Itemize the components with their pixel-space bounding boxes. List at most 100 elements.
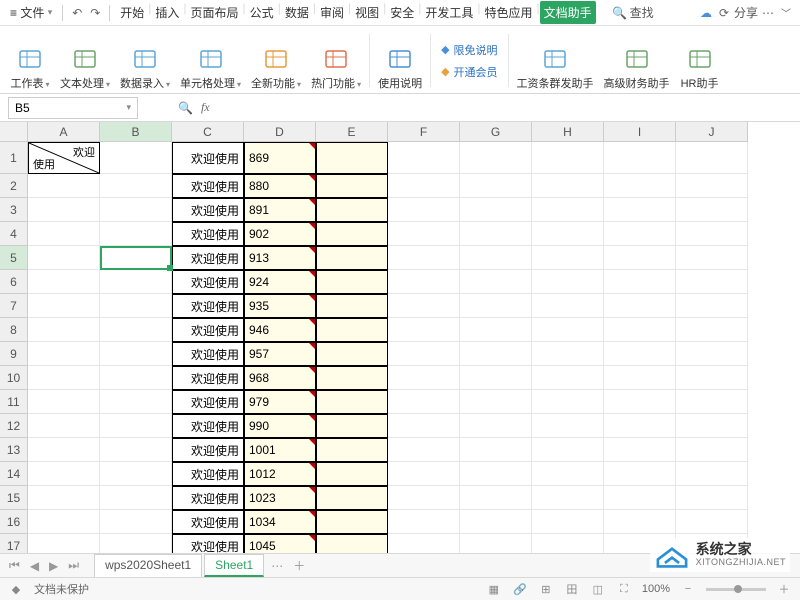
cell[interactable] [388, 270, 460, 294]
cell[interactable] [316, 438, 388, 462]
cell[interactable] [676, 462, 748, 486]
cell[interactable] [604, 318, 676, 342]
cell[interactable] [532, 486, 604, 510]
cell[interactable]: 935 [244, 294, 316, 318]
cell[interactable] [460, 366, 532, 390]
row-header-3[interactable]: 3 [0, 198, 28, 222]
menu-tab-2[interactable]: 页面布局 [187, 1, 243, 24]
col-header-F[interactable]: F [388, 122, 460, 142]
cell[interactable] [604, 462, 676, 486]
cell[interactable] [532, 438, 604, 462]
cell[interactable] [604, 438, 676, 462]
cell[interactable] [28, 390, 100, 414]
cell[interactable] [460, 486, 532, 510]
cell[interactable] [604, 414, 676, 438]
cell[interactable]: 957 [244, 342, 316, 366]
cell[interactable] [532, 294, 604, 318]
cell[interactable] [388, 246, 460, 270]
menu-tab-3[interactable]: 公式 [246, 1, 278, 24]
cell[interactable] [100, 294, 172, 318]
col-header-B[interactable]: B [100, 122, 172, 142]
col-header-A[interactable]: A [28, 122, 100, 142]
cell[interactable] [460, 174, 532, 198]
cell[interactable] [316, 174, 388, 198]
cell[interactable] [676, 390, 748, 414]
cell[interactable] [316, 246, 388, 270]
cell[interactable] [316, 462, 388, 486]
cell[interactable] [604, 486, 676, 510]
cell[interactable] [604, 198, 676, 222]
cell[interactable]: 欢迎使用 [172, 270, 244, 294]
cell[interactable] [100, 438, 172, 462]
more-icon[interactable]: ⋯ [760, 5, 776, 21]
cell[interactable] [604, 270, 676, 294]
menu-tab-5[interactable]: 审阅 [316, 1, 348, 24]
cell[interactable] [604, 142, 676, 174]
cell[interactable] [388, 510, 460, 534]
row-header-16[interactable]: 16 [0, 510, 28, 534]
cell[interactable] [532, 142, 604, 174]
zoom-in-icon[interactable]: ＋ [776, 581, 792, 597]
cell[interactable] [676, 270, 748, 294]
cell[interactable] [100, 246, 172, 270]
view-page-icon[interactable]: ⊞ [538, 581, 554, 597]
cell[interactable]: 924 [244, 270, 316, 294]
row-header-7[interactable]: 7 [0, 294, 28, 318]
cell[interactable] [28, 294, 100, 318]
sheet-next-icon[interactable]: ▶ [46, 559, 61, 573]
cell[interactable] [388, 462, 460, 486]
row-header-13[interactable]: 13 [0, 438, 28, 462]
menu-tab-9[interactable]: 特色应用 [481, 1, 537, 24]
redo-icon[interactable]: ↷ [87, 5, 103, 21]
cell[interactable] [676, 438, 748, 462]
cell[interactable] [28, 366, 100, 390]
ribbon-全新功能[interactable]: 全新功能 [247, 28, 305, 93]
cell[interactable] [388, 486, 460, 510]
search-icon[interactable]: 🔍 [612, 5, 628, 21]
menu-tab-8[interactable]: 开发工具 [421, 1, 477, 24]
cell[interactable]: 欢迎使用 [172, 142, 244, 174]
add-sheet-icon[interactable]: ＋ [290, 557, 308, 574]
menu-tab-10[interactable]: 文档助手 [540, 1, 596, 24]
refresh-icon[interactable]: ⟳ [716, 5, 732, 21]
cell[interactable]: 1023 [244, 486, 316, 510]
ribbon-单元格处理[interactable]: 单元格处理 [176, 28, 245, 93]
fx-label[interactable]: fx [201, 100, 210, 115]
cell[interactable] [100, 462, 172, 486]
cell[interactable] [460, 142, 532, 174]
cell[interactable] [388, 390, 460, 414]
shield-icon[interactable]: ◆ [8, 581, 24, 597]
cell[interactable] [604, 174, 676, 198]
cell[interactable]: 990 [244, 414, 316, 438]
cell[interactable]: 946 [244, 318, 316, 342]
col-header-G[interactable]: G [460, 122, 532, 142]
search-label[interactable]: 查找 [630, 4, 654, 21]
ribbon-工资条群发助手[interactable]: 工资条群发助手 [513, 28, 598, 93]
cell[interactable] [100, 222, 172, 246]
cell[interactable] [532, 366, 604, 390]
col-header-C[interactable]: C [172, 122, 244, 142]
cell[interactable]: 913 [244, 246, 316, 270]
cell[interactable] [460, 246, 532, 270]
cell[interactable] [316, 270, 388, 294]
cell[interactable] [316, 222, 388, 246]
cell[interactable] [316, 142, 388, 174]
cell[interactable] [100, 510, 172, 534]
row-header-2[interactable]: 2 [0, 174, 28, 198]
ribbon-link-1[interactable]: ◆开通会员 [441, 62, 497, 82]
row-header-12[interactable]: 12 [0, 414, 28, 438]
row-header-10[interactable]: 10 [0, 366, 28, 390]
row-header-4[interactable]: 4 [0, 222, 28, 246]
cell[interactable] [100, 174, 172, 198]
grid-icon[interactable]: 田 [564, 581, 580, 597]
cell[interactable] [676, 366, 748, 390]
cell[interactable] [28, 486, 100, 510]
cell[interactable] [460, 390, 532, 414]
ribbon-文本处理[interactable]: 文本处理 [56, 28, 114, 93]
cell[interactable] [28, 510, 100, 534]
zoom-slider[interactable] [706, 588, 766, 591]
cell[interactable]: 891 [244, 198, 316, 222]
view-normal-icon[interactable]: ▦ [486, 581, 502, 597]
select-all-corner[interactable] [0, 122, 28, 142]
cell[interactable] [604, 390, 676, 414]
